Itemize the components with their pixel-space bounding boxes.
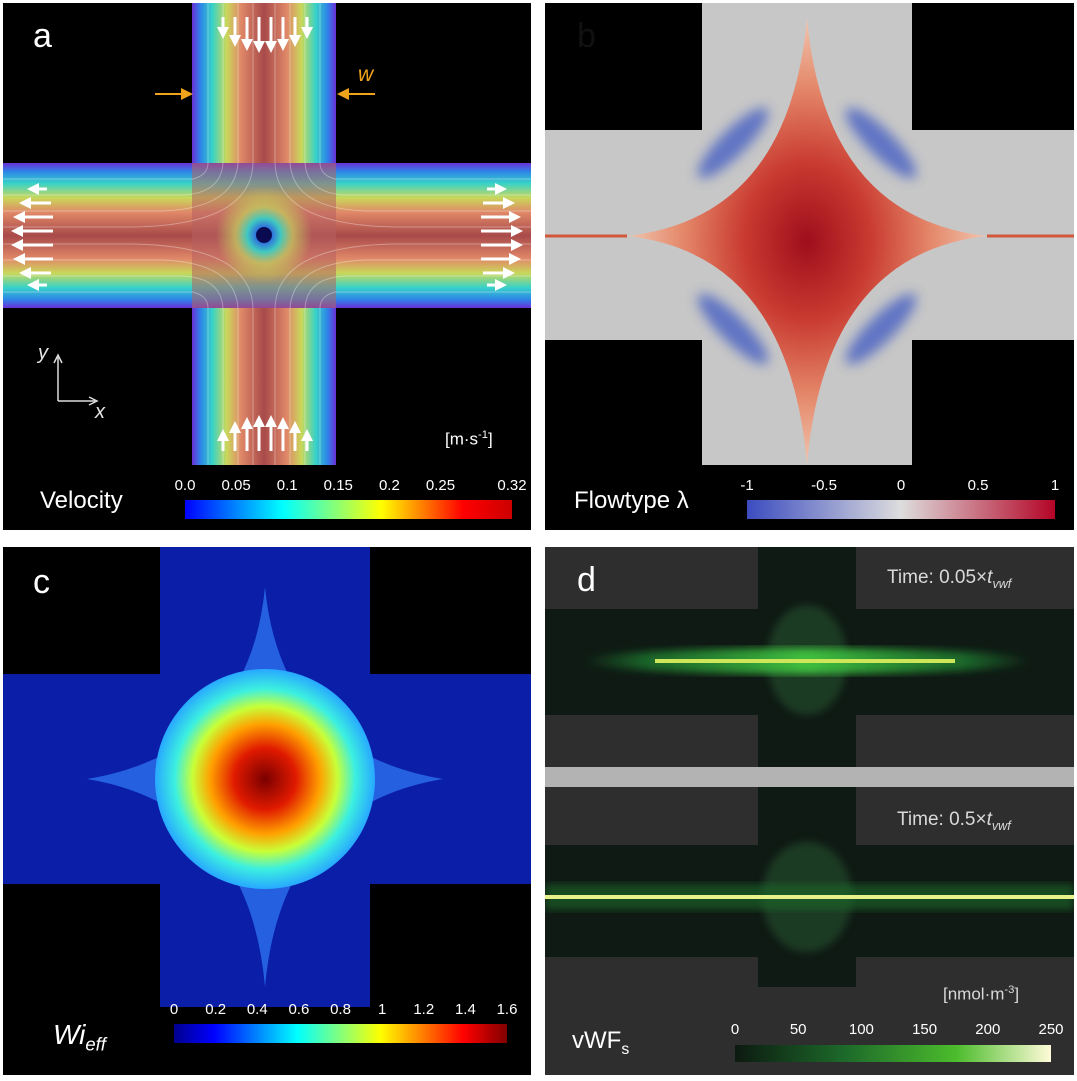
axes-indicator	[53, 353, 99, 406]
panel-letter-a: a	[33, 17, 52, 55]
velocity-colorbar	[185, 500, 512, 519]
colorbar-tick-label: 0.1	[276, 477, 298, 494]
colorbar-tick-label: 0.15	[323, 477, 353, 494]
vwf-title: vWFs	[572, 1027, 630, 1058]
colorbar-tick-label: 0.05	[221, 477, 251, 494]
wi-title: Wieff	[53, 1019, 106, 1055]
colorbar-tick-label: 0.5	[967, 477, 989, 494]
streamlines	[3, 3, 531, 465]
colorbar-tick-label: 0.2	[378, 477, 400, 494]
vwf-unit: [nmol·m-3]	[943, 984, 1020, 1004]
time-label-bottom: Time: 0.5×tvwf	[897, 809, 1011, 833]
panel-d: d Time: 0.05×tvwf Time: 0.5×tvwf [nmol·m…	[545, 547, 1074, 1075]
time-label-top: Time: 0.05×tvwf	[887, 567, 1012, 591]
colorbar-tick-label: 250	[1038, 1021, 1064, 1038]
velocity-field-plot	[3, 3, 531, 519]
colorbar-tick-label: 1	[1050, 477, 1060, 494]
axis-y-label: y	[38, 342, 48, 364]
colorbar-tick-label: 0	[169, 1001, 179, 1018]
weissenberg-plot	[3, 547, 531, 1043]
extension-star	[627, 18, 987, 465]
inflow-arrows-top	[217, 17, 313, 53]
colorbar-tick-label: 0.0	[174, 477, 196, 494]
panel-b: b Flowtype λ -1 -0.5 0 0.5 1	[545, 3, 1074, 530]
colorbar-tick-label: 1.2	[413, 1001, 435, 1018]
colorbar-tick-label: 0.8	[330, 1001, 351, 1018]
colorbar-tick-label: -0.5	[811, 477, 837, 494]
vwf-concentration-plot	[545, 547, 1074, 1075]
wi-core	[155, 669, 375, 889]
wi-colorbar	[174, 1024, 507, 1043]
panel-letter-d: d	[577, 561, 596, 599]
panel-a: a w y x [m·s-1] Velocity 0.0 0.05 0.1 0.15 0…	[3, 3, 531, 530]
colorbar-tick-label: 0.25	[425, 477, 456, 494]
colorbar-tick-label: 0.6	[288, 1001, 310, 1018]
colorbar-tick-label: 0	[730, 1021, 740, 1038]
colorbar-tick-label: 0.4	[246, 1001, 268, 1018]
colorbar-tick-label: 50	[789, 1021, 807, 1038]
flowtype-plot	[545, 3, 1074, 519]
inflow-arrows-bottom	[217, 415, 313, 451]
outflow-arrows-right	[481, 183, 523, 291]
panel-letter-b: b	[577, 17, 596, 55]
colorbar-tick-label: -1	[740, 477, 754, 494]
flowtype-colorbar	[747, 500, 1055, 519]
colorbar-tick-label: 200	[975, 1021, 1001, 1038]
colorbar-tick-label: 1	[377, 1001, 387, 1018]
axis-x-label: x	[95, 401, 105, 423]
outflow-arrows-left	[11, 183, 53, 291]
panel-c: c Wieff 0 0.2 0.4 0.6 0.8 1 1.2 1.4 1.6	[3, 547, 531, 1075]
width-label: w	[358, 63, 374, 86]
colorbar-tick-label: 0	[896, 477, 906, 494]
colorbar-tick-label: 0.32	[497, 477, 527, 494]
panel-letter-c: c	[33, 563, 50, 601]
flowtype-title: Flowtype λ	[574, 487, 689, 514]
vwf-colorbar	[735, 1045, 1051, 1062]
velocity-title: Velocity	[40, 487, 123, 514]
colorbar-tick-label: 0.2	[205, 1001, 227, 1018]
colorbar-tick-label: 1.6	[496, 1001, 518, 1018]
colorbar-tick-label: 1.4	[454, 1001, 476, 1018]
velocity-unit: [m·s-1]	[445, 429, 493, 449]
colorbar-tick-label: 100	[848, 1021, 874, 1038]
blue-compression-zones	[697, 107, 917, 365]
colorbar-tick-label: 150	[912, 1021, 938, 1038]
